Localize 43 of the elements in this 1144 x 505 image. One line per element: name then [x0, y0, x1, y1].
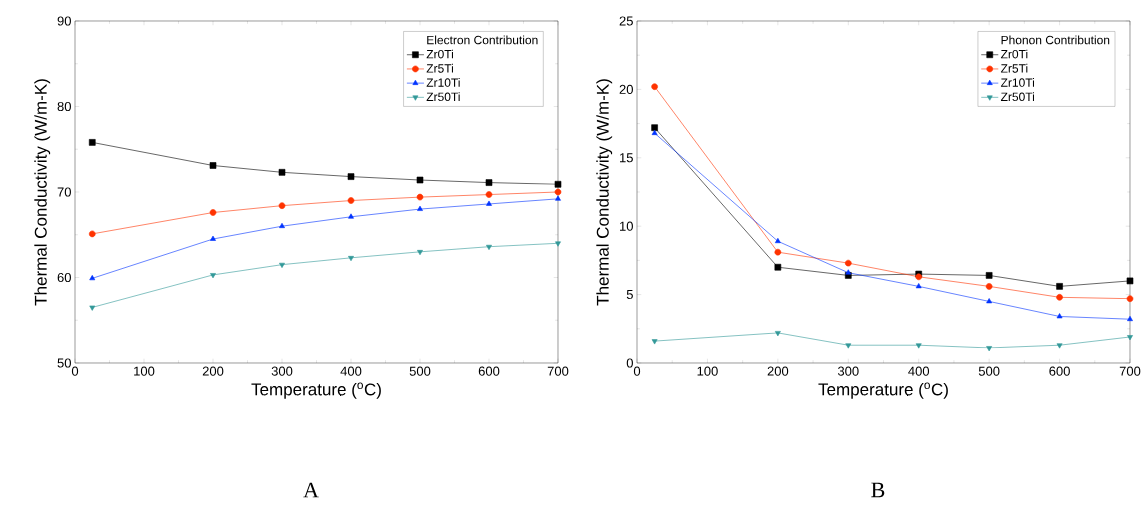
y-tick-label: 25 — [619, 16, 633, 26]
x-tick-label: 100 — [134, 366, 155, 376]
y-tick-label: 80 — [57, 101, 71, 112]
x-tick-label: 0 — [71, 366, 79, 376]
y-tick-label: 5 — [626, 290, 633, 300]
x-tick-label: 400 — [908, 366, 930, 376]
legend-label: Zr5Ti — [1000, 63, 1028, 73]
legend-label: Zr10Ti — [1000, 78, 1035, 87]
x-tick-label: 200 — [202, 366, 224, 376]
legend-label: Zr50Ti — [426, 92, 460, 102]
y-tick-label: 50 — [57, 358, 71, 368]
legend-label: Zr10Ti — [426, 78, 460, 87]
x-tick-label: 100 — [697, 366, 718, 376]
x-axis-title: Temperature ($^{o}$C) — [818, 382, 948, 399]
x-tick-label: 0 — [633, 366, 641, 376]
legend-label: Zr50Ti — [1000, 92, 1035, 102]
x-axis-title: Temperature ($^{o}$C) — [251, 382, 381, 399]
y-axis-title: Thermal Conductivity (W/m-K) — [34, 79, 51, 306]
y-tick-label: 20 — [619, 84, 633, 94]
text: A — [303, 482, 319, 498]
x-tick-label: 200 — [767, 366, 789, 376]
x-tick-label: 600 — [1049, 366, 1070, 376]
legend-label: Zr0Ti — [426, 49, 453, 59]
text: B — [871, 482, 885, 498]
legend-label: Zr5Ti — [426, 63, 453, 73]
x-tick-label: 600 — [478, 366, 500, 376]
y-tick-label: 60 — [57, 272, 71, 283]
y-tick-label: 10 — [620, 221, 633, 231]
y-tick-label: 0 — [626, 358, 633, 368]
y-tick-label: 70 — [57, 187, 71, 197]
y-axis-title: Thermal Conductivity (W/m-K) — [596, 79, 613, 306]
legend-title: Phonon Contribution — [1001, 35, 1110, 45]
y-tick-label: 15 — [620, 153, 633, 163]
legend-label: Zr0Ti — [1000, 49, 1028, 59]
x-tick-label: 500 — [409, 366, 431, 376]
x-tick-label: 500 — [978, 366, 1000, 376]
x-tick-label: 300 — [271, 366, 293, 376]
x-tick-label: 700 — [1119, 366, 1141, 376]
x-tick-label: 400 — [340, 366, 362, 376]
x-tick-label: 300 — [837, 366, 859, 376]
legend-title: Electron Contribution — [427, 35, 538, 45]
y-tick-label: 90 — [57, 16, 71, 26]
x-tick-label: 700 — [547, 366, 569, 376]
